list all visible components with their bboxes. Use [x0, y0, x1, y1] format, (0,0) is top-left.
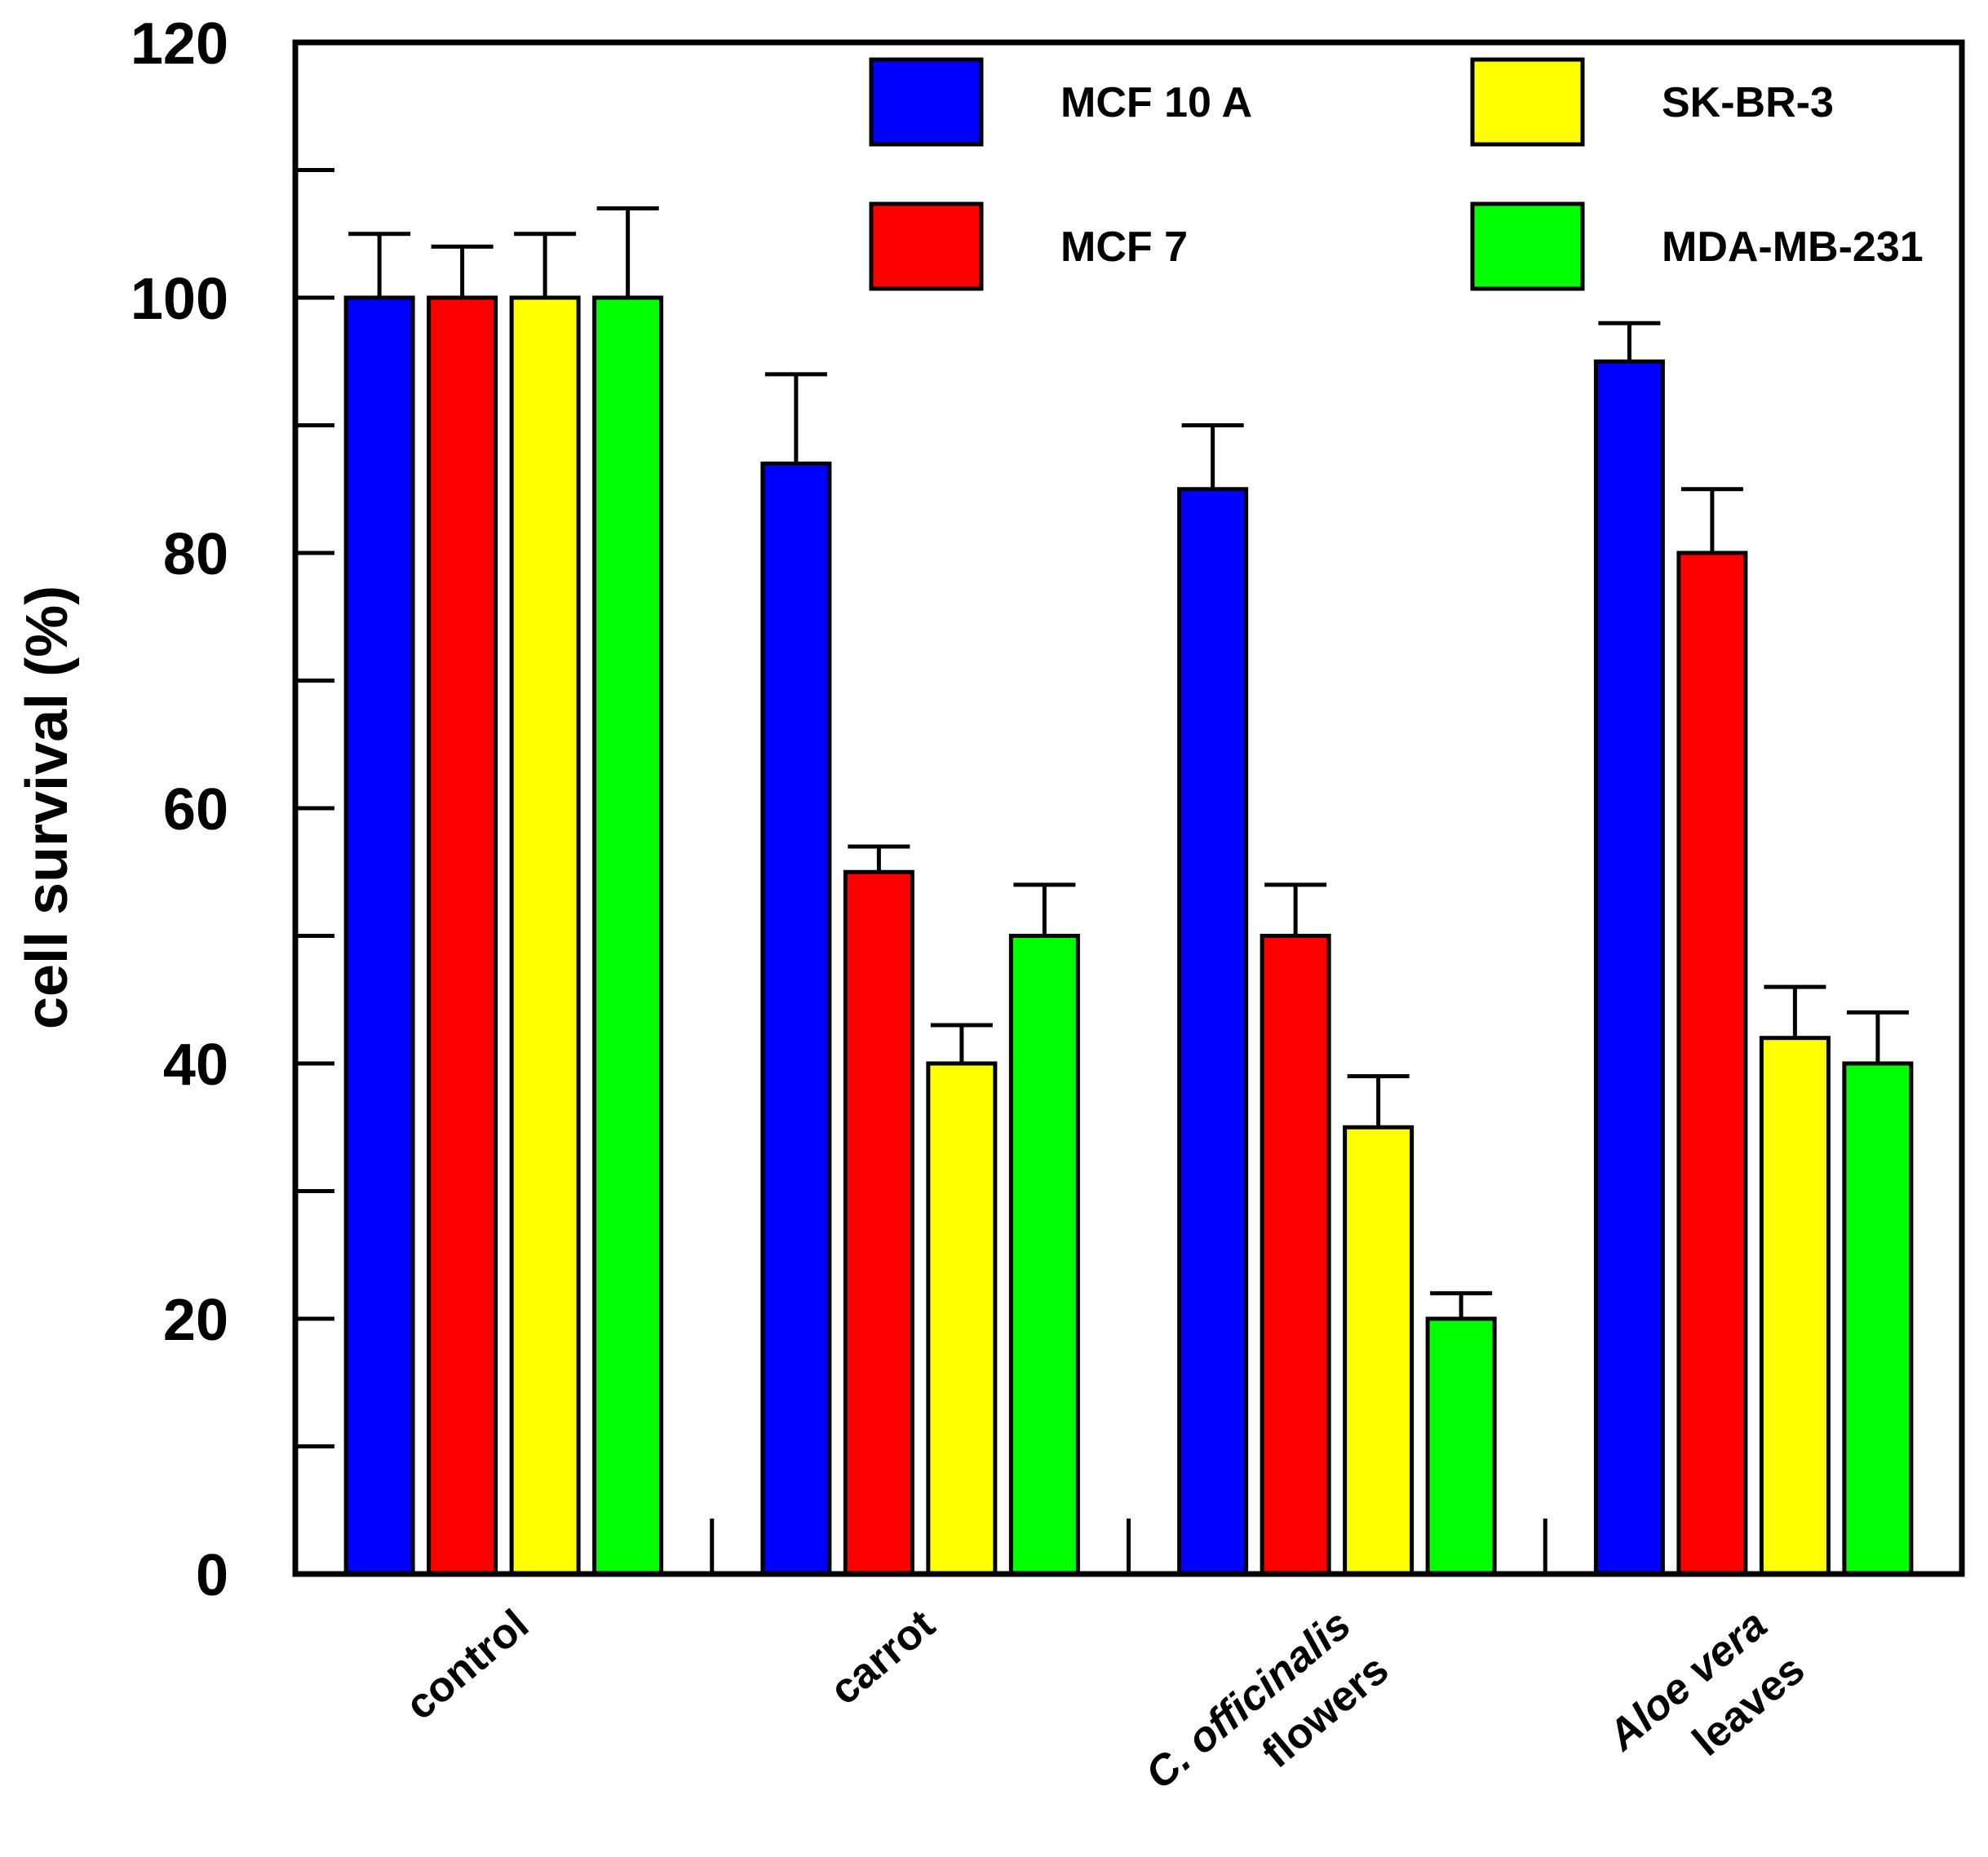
legend-label: MCF 10 A — [1060, 79, 1252, 126]
bar — [1177, 487, 1249, 1576]
bar — [1842, 1061, 1914, 1576]
bar — [1676, 550, 1748, 1576]
legend-swatch — [1470, 57, 1585, 147]
legend-label: SK-BR-3 — [1662, 79, 1834, 126]
bar — [427, 295, 498, 1576]
bars-layer — [343, 295, 1914, 1576]
y-tick-label: 60 — [163, 777, 228, 842]
bar — [1008, 934, 1080, 1576]
y-tick-label: 120 — [131, 11, 228, 77]
category-label-line: carrot — [821, 1601, 944, 1714]
y-tick-label: 0 — [196, 1543, 228, 1608]
bar — [1425, 1316, 1497, 1576]
legend-swatch — [869, 57, 984, 147]
y-tick-label: 40 — [163, 1032, 228, 1098]
legend-label: MDA-MB-231 — [1662, 223, 1924, 271]
y-tick-label: 20 — [163, 1288, 228, 1353]
bar — [509, 295, 581, 1576]
bar — [1759, 1036, 1831, 1576]
bar — [1593, 359, 1665, 1576]
legend: MCF 10 A MCF 7 SK-BR-3 MDA-MB-231 — [869, 57, 1924, 291]
bar — [1260, 934, 1331, 1576]
bar — [926, 1061, 998, 1576]
category-label: control — [397, 1601, 538, 1730]
axis-ticks-layer — [295, 168, 1547, 1574]
error-bars-layer — [348, 206, 1909, 1319]
bar — [1343, 1125, 1415, 1576]
category-label-line: control — [397, 1601, 538, 1730]
y-tick-labels: 0 20 40 60 80 100 120 — [131, 11, 228, 1608]
legend-swatch — [869, 201, 984, 291]
legend-label: MCF 7 — [1060, 223, 1188, 271]
category-label: carrot — [821, 1601, 944, 1714]
legend-swatch — [1470, 201, 1585, 291]
y-axis-label: cell survival (%) — [15, 586, 80, 1029]
bar — [343, 295, 415, 1576]
y-tick-label: 80 — [163, 522, 228, 587]
bar — [843, 869, 914, 1576]
bar — [760, 461, 832, 1576]
bar — [592, 295, 664, 1576]
y-tick-label: 100 — [131, 267, 228, 332]
